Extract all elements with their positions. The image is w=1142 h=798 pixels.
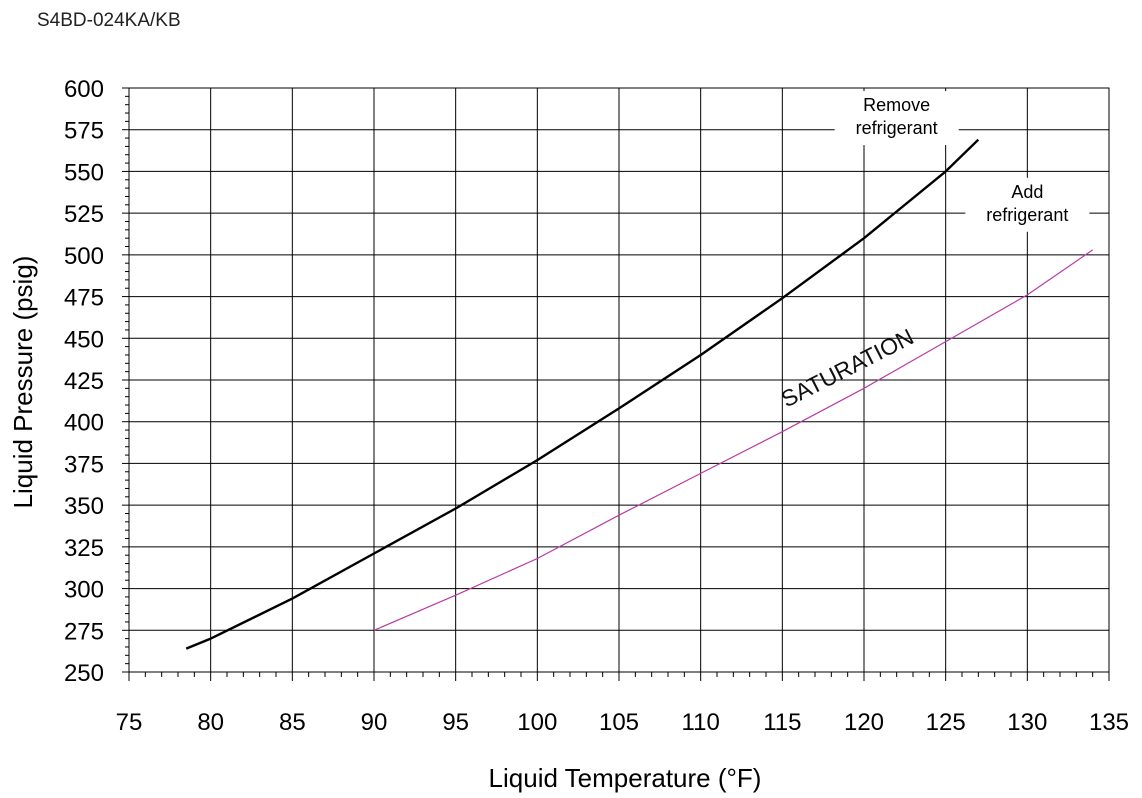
x-tick-label: 80 xyxy=(197,709,224,736)
charging-target-line xyxy=(185,138,980,650)
y-tick-label: 350 xyxy=(64,493,104,520)
x-axis-title: Liquid Temperature (°F) xyxy=(489,763,762,793)
y-axis-title: Liquid Pressure (psig) xyxy=(8,256,38,509)
series xyxy=(185,138,1094,650)
x-tick-label: 95 xyxy=(442,709,469,736)
y-tick-label: 325 xyxy=(64,535,104,562)
x-tick-label: 100 xyxy=(517,709,557,736)
x-tick-label: 125 xyxy=(926,709,966,736)
x-tick-label: 130 xyxy=(1007,709,1047,736)
remove-refrigerant-label: refrigerant xyxy=(856,118,938,138)
y-tick-label: 250 xyxy=(64,660,104,687)
y-tick-label: 275 xyxy=(64,618,104,645)
y-tick-label: 600 xyxy=(64,76,104,103)
add-refrigerant-label: refrigerant xyxy=(986,205,1068,225)
add-refrigerant-label: Add xyxy=(1011,182,1043,202)
annotation-backgrounds xyxy=(834,91,1090,232)
y-tick-label: 425 xyxy=(64,368,104,395)
grid xyxy=(122,87,1110,681)
saturation-label: SATURATION xyxy=(777,323,918,412)
x-tick-label: 105 xyxy=(599,709,639,736)
x-tick-label: 110 xyxy=(682,709,720,736)
x-tick-label: 75 xyxy=(116,709,143,736)
y-tick-label: 400 xyxy=(64,410,104,437)
x-tick-label: 120 xyxy=(844,709,884,736)
remove-refrigerant-label-bg xyxy=(834,91,959,146)
y-tick-label: 300 xyxy=(64,577,104,604)
add-refrigerant-label-bg xyxy=(965,177,1090,232)
x-tick-label: 85 xyxy=(279,709,306,736)
remove-refrigerant-label: Remove xyxy=(863,95,930,115)
minor-ticks xyxy=(125,95,1094,677)
saturation-line xyxy=(373,249,1094,631)
y-tick-label: 450 xyxy=(64,326,104,353)
x-tick-label: 90 xyxy=(361,709,388,736)
y-tick-label: 475 xyxy=(64,285,104,312)
tick-labels: 75 80 85 90 95 100 105 110 115 120 125 130 135 250 275… xyxy=(64,76,1129,736)
y-tick-label: 525 xyxy=(64,201,104,228)
y-tick-label: 375 xyxy=(64,451,104,478)
x-tick-label: 135 xyxy=(1089,709,1129,736)
y-tick-label: 500 xyxy=(64,243,104,270)
model-label: S4BD-024KA/KB xyxy=(37,10,181,31)
y-tick-label: 575 xyxy=(64,118,104,145)
y-tick-label: 550 xyxy=(64,159,104,186)
x-tick-label: 115 xyxy=(763,709,801,736)
